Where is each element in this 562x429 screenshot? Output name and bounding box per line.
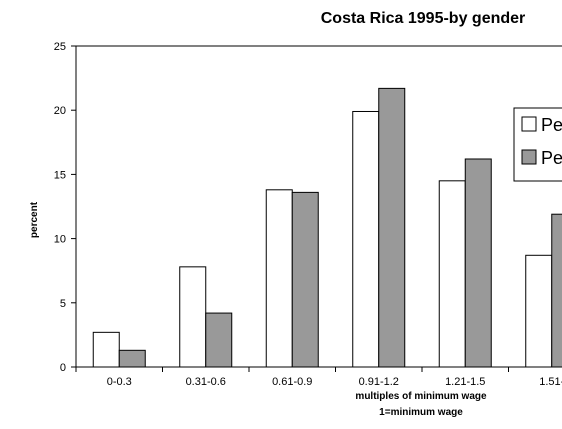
y-tick-label: 5 [60,298,66,310]
y-tick-label: 15 [54,169,66,181]
legend: Pe Pe [513,107,562,182]
y-axis-ticks: 0 5 10 15 20 25 [54,41,76,374]
x-axis-label: multiples of minimum wage [355,391,487,402]
x-axis-ticks: 0-0.3 0.31-0.6 0.61-0.9 0.91-1.2 1.21-1.5 1.5… [75,367,562,388]
bar-series2-2 [205,312,233,368]
x-tick-label: 0.61-0.9 [272,376,312,388]
bar-series1-2 [179,266,207,368]
x-tick-label: 0-0.3 [107,376,132,388]
chart-title: Costa Rica 1995-by gender [321,10,526,27]
bar-series1-3 [265,189,293,368]
bar-series1-5 [438,180,466,368]
y-tick-label: 20 [54,105,66,117]
x-tick-label: 0.31-0.6 [186,376,226,388]
legend-swatch-1 [521,116,537,132]
bar-series2-4 [378,87,406,368]
bar-series2-6 [551,213,562,368]
bar-series1-6 [525,254,553,368]
legend-label-2: Pe [541,148,562,168]
bar-series2-5 [464,158,492,368]
bar-series2-3 [291,191,319,368]
bar-series2-1 [118,349,146,368]
y-tick-label: 25 [54,41,66,53]
x-tick-label: 0.91-1.2 [359,376,399,388]
bar-series1-1 [92,331,120,368]
y-axis-label: percent [29,201,40,238]
legend-label-1: Pe [541,115,562,135]
y-tick-label: 10 [54,234,66,246]
x-tick-label: 1.21-1.5 [445,376,485,388]
bar-series1-4 [352,110,380,368]
x-tick-label: 1.51- [539,376,562,388]
bars [92,87,562,368]
x-axis-note: 1=minimum wage [379,407,463,418]
legend-swatch-2 [521,149,537,165]
y-tick-label: 0 [60,362,66,374]
